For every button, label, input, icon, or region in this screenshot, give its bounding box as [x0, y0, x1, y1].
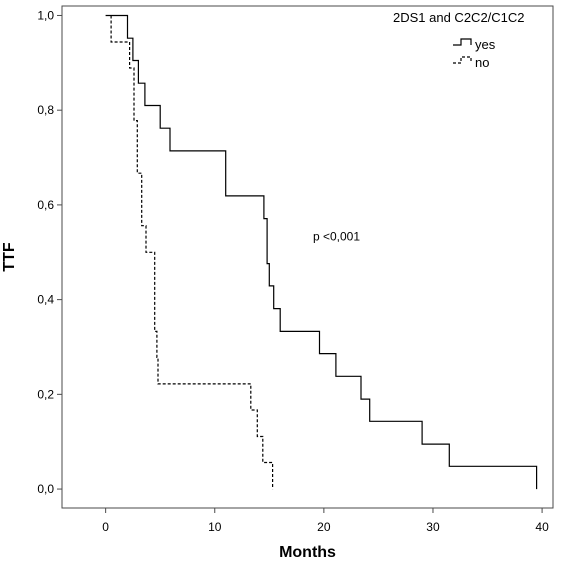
- y-axis-label: TTF: [1, 242, 18, 272]
- legend-label: yes: [475, 37, 496, 52]
- y-tick-label: 0,8: [37, 103, 54, 117]
- legend-symbol: [453, 38, 472, 46]
- series-line-yes: [105, 14, 538, 490]
- x-axis-label: Months: [279, 544, 336, 561]
- x-tick-label: 10: [208, 520, 222, 534]
- y-tick-label: 0,6: [37, 198, 54, 212]
- plot-area: [61, 5, 554, 509]
- y-tick-label: 0,0: [37, 482, 54, 496]
- series-line-no: [110, 15, 274, 490]
- legend-item-yes: yes: [453, 37, 496, 52]
- p-value-annotation: p <0,001: [313, 229, 360, 243]
- legend-symbol: [453, 56, 472, 64]
- annotations: p <0,001: [313, 229, 360, 243]
- x-tick-label: 40: [535, 520, 549, 534]
- y-tick-label: 1,0: [37, 8, 54, 22]
- legend: 2DS1 and C2C2/C1C2 yes no: [393, 10, 525, 70]
- y-tick-label: 0,4: [37, 293, 54, 307]
- legend-item-no: no: [453, 55, 489, 70]
- series-layer: [105, 14, 538, 490]
- x-tick-label: 0: [102, 520, 109, 534]
- axes: 0 10 20 30 40 0,0 0,2 0,4 0,6 0,8 1,0: [37, 8, 549, 534]
- y-tick-label: 0,2: [37, 387, 54, 401]
- x-tick-label: 20: [317, 520, 331, 534]
- legend-label: no: [475, 55, 489, 70]
- x-tick-label: 30: [426, 520, 440, 534]
- plot-frame: [61, 5, 554, 509]
- legend-title: 2DS1 and C2C2/C1C2: [393, 10, 525, 25]
